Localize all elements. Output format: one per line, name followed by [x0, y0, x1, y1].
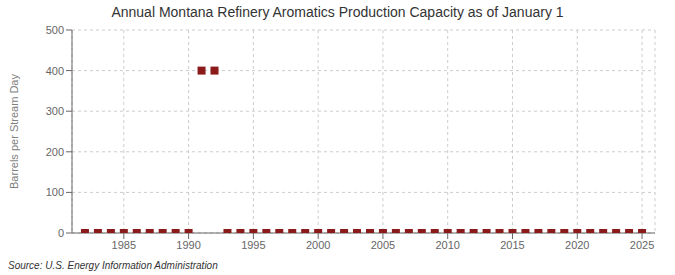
svg-text:2025: 2025 [630, 239, 654, 251]
svg-text:1985: 1985 [112, 239, 136, 251]
html-text:Annual Montana Refinery Aromat: Annual Montana Refinery Aromatics Produc… [111, 4, 564, 20]
svg-text:2020: 2020 [565, 239, 589, 251]
svg-text:2000: 2000 [306, 239, 330, 251]
svg-text:Barrels per Stream Day: Barrels per Stream Day [8, 74, 20, 189]
svg-text:200: 200 [46, 146, 64, 158]
svg-text:300: 300 [46, 105, 64, 117]
svg-text:2015: 2015 [500, 239, 524, 251]
svg-text:1990: 1990 [176, 239, 200, 251]
svg-text:400: 400 [46, 65, 64, 77]
svg-text:2010: 2010 [435, 239, 459, 251]
svg-text:500: 500 [46, 24, 64, 36]
svg-text:2005: 2005 [371, 239, 395, 251]
svg-text:100: 100 [46, 186, 64, 198]
html-text:Source: U.S. Energy Informatio: Source: U.S. Energy Information Administ… [8, 260, 218, 271]
svg-text:0: 0 [58, 227, 64, 239]
svg-text:1995: 1995 [241, 239, 265, 251]
